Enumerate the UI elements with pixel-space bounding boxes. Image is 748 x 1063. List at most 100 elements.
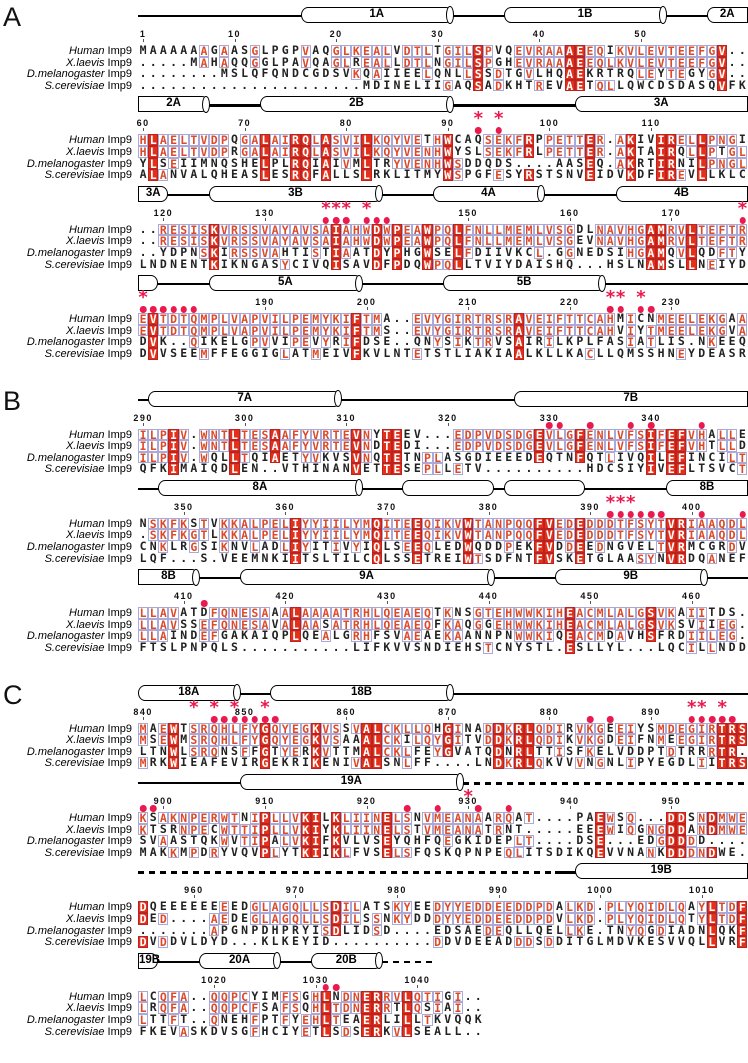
sequence-row: S.cerevisiae Imp9 L N D N E N T K I K N G A S Y C I V Q I S A V… — [0, 258, 748, 271]
residue-cell: T — [403, 345, 411, 360]
residue-cell: G — [259, 721, 271, 736]
residue-cell: A — [574, 617, 585, 632]
residue-cell: T — [716, 744, 728, 759]
residue-cell: I — [320, 528, 331, 543]
residue-cell: L — [280, 516, 291, 531]
residue-cell: V — [178, 427, 189, 442]
residue-cell: D — [403, 438, 411, 453]
structure-row: 5A 5B — [0, 274, 748, 295]
residue-cell: A — [454, 77, 462, 92]
residue-cell: L — [696, 133, 707, 148]
residue-cell: S — [657, 934, 665, 949]
residue-cell: K — [625, 156, 636, 171]
residue-cell: L — [341, 44, 352, 58]
species-name: D.melanogaster — [26, 1013, 105, 1026]
residue-cell: F — [625, 516, 636, 531]
residue-cell: E — [312, 628, 320, 643]
helix-cylinder: 18B — [270, 684, 454, 702]
residue-cell: R — [290, 144, 301, 159]
residue-cell: D — [544, 911, 555, 926]
residue-cell: A — [280, 439, 291, 454]
residue-cell: A — [261, 539, 269, 554]
helix-cylinder: 20B — [310, 952, 383, 970]
residue-cell: . — [505, 461, 513, 476]
tick-number: 100 — [539, 118, 560, 129]
residue-cell: K — [391, 744, 403, 759]
residue-cell: . — [434, 438, 442, 453]
annotation-area: 840 850 860 870 880 890 * * * * * * * — [133, 697, 748, 723]
residue-cell: A — [271, 1000, 279, 1015]
row-label: Human Imp9 — [0, 991, 132, 1003]
residue-cell: N — [342, 461, 350, 476]
residue-cell: I — [645, 462, 656, 477]
residue-cell: G — [300, 733, 311, 748]
residue-cell: E — [452, 439, 463, 454]
tick-mark — [590, 511, 592, 515]
residue-cell: C — [381, 744, 392, 759]
residue-cell: L — [606, 550, 614, 565]
residue-cell: Q — [219, 617, 230, 632]
residue-cell: E — [402, 516, 413, 531]
residue-cell: W — [198, 427, 210, 442]
residue-cell: A — [180, 605, 188, 620]
residue-cell: G — [635, 222, 646, 237]
residue-cell: E — [231, 550, 238, 565]
residue-cell: E — [190, 755, 198, 770]
residue-cell: D — [727, 911, 738, 926]
residue-cell: K — [515, 244, 523, 259]
residue-cell: H — [464, 640, 472, 655]
residue-cell: E — [545, 922, 553, 937]
residue-cell: D — [200, 605, 208, 620]
residue-cell: F — [676, 450, 687, 465]
residue-cell: N — [229, 617, 240, 632]
residue-cell: E — [200, 899, 208, 914]
residue-cell: L — [596, 640, 604, 655]
residue-cell: P — [464, 844, 472, 859]
residue-cell: Q — [513, 516, 524, 531]
residue-cell: D — [168, 323, 179, 338]
residue-cell: F — [168, 516, 179, 531]
residue-cell: E — [241, 461, 249, 476]
residue-cell: Y — [698, 66, 706, 81]
residue-cell: S — [290, 989, 301, 1004]
residue-cell: L — [371, 733, 382, 748]
residue-cell: Q — [716, 516, 728, 531]
residue-cell: F — [716, 245, 728, 260]
residue-cell: T — [444, 345, 452, 360]
residue-cell: . — [261, 461, 269, 476]
residue-cell: H — [403, 244, 411, 259]
residue-cell: N — [241, 922, 249, 937]
residue-cell: H — [637, 628, 645, 643]
residue-cell: S — [525, 640, 533, 655]
residue-cell: L — [231, 334, 238, 349]
residue-cell: H — [505, 54, 513, 69]
residue-cell: P — [503, 528, 514, 543]
residue-cell: A — [320, 234, 331, 249]
residue-cell: M — [432, 811, 443, 825]
residue-cell: L — [138, 629, 149, 644]
residue-cell: I — [484, 449, 492, 464]
residue-cell: G — [442, 744, 453, 759]
residue-cell: H — [605, 312, 616, 327]
residue-cell: Q — [464, 616, 472, 631]
residue-cell: Y — [300, 439, 311, 454]
residue-cell: I — [351, 822, 362, 837]
residue-cell: I — [361, 822, 372, 837]
tick-number: 340 — [641, 412, 661, 423]
residue-cell: E — [667, 732, 675, 747]
residue-cell: Q — [422, 540, 433, 555]
residue-cell: L — [706, 911, 717, 926]
conservation-dot — [698, 715, 706, 723]
residue-cell: L — [352, 640, 360, 655]
conservation-dot — [363, 216, 370, 224]
residue-cell: . — [423, 922, 431, 937]
residue-cell: G — [259, 744, 271, 759]
alignment-block: 19B 960 970 980 990 1000 1010 Human Imp9 D Q E E E E E… — [0, 862, 748, 949]
residue-cell: R — [523, 133, 535, 148]
residue-cell: K — [464, 334, 472, 349]
residue-cell: G — [635, 617, 646, 632]
residue-cell: T — [239, 834, 250, 849]
